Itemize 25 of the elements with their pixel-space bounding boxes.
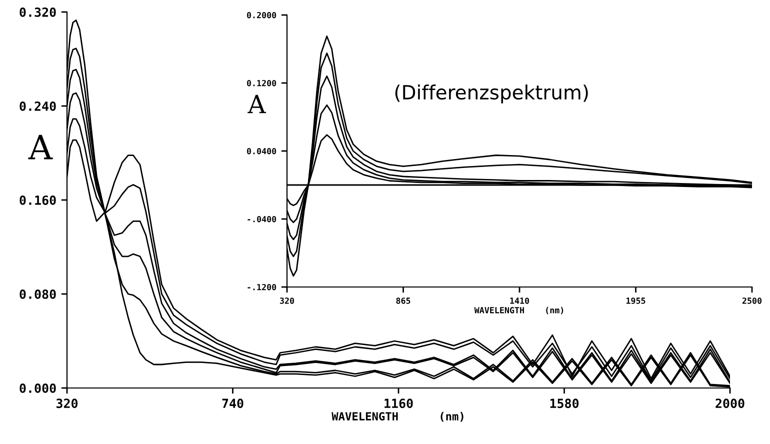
y-tick-label: 0.000 bbox=[20, 383, 56, 393]
y-tick-label: 0.080 bbox=[20, 289, 56, 299]
y-tick-label: 0.160 bbox=[20, 195, 56, 205]
x-axis-title: WAVELENGTH (nm) bbox=[332, 412, 464, 422]
y-tick-label: 0.2000 bbox=[246, 12, 276, 18]
y-tick-label: 0.240 bbox=[20, 101, 56, 111]
x-tick-label: 2000 bbox=[716, 398, 744, 408]
x-tick-label: 1955 bbox=[626, 298, 646, 304]
x-tick-label: 320 bbox=[280, 298, 294, 304]
x-tick-label: 740 bbox=[222, 398, 244, 408]
x-axis-title: WAVELENGTH (nm) bbox=[474, 306, 564, 314]
x-tick-label: 1160 bbox=[384, 398, 413, 408]
y-tick-label: -.0400 bbox=[248, 216, 276, 222]
y-tick-label: 0.320 bbox=[20, 7, 56, 17]
annotation: (Differenzspektrum) bbox=[395, 84, 588, 104]
y-tick-label: 0.0400 bbox=[246, 148, 276, 154]
x-tick-label: 1580 bbox=[550, 398, 579, 408]
x-tick-label: 865 bbox=[396, 298, 410, 304]
y-axis-title: A bbox=[248, 94, 266, 114]
y-axis-title: A bbox=[28, 134, 53, 160]
y-tick-label: 0.1200 bbox=[246, 80, 276, 86]
y-tick-label: -.1200 bbox=[248, 284, 276, 290]
x-tick-label: 320 bbox=[56, 398, 78, 408]
x-tick-label: 2500 bbox=[742, 298, 762, 304]
x-tick-label: 1410 bbox=[510, 298, 530, 304]
